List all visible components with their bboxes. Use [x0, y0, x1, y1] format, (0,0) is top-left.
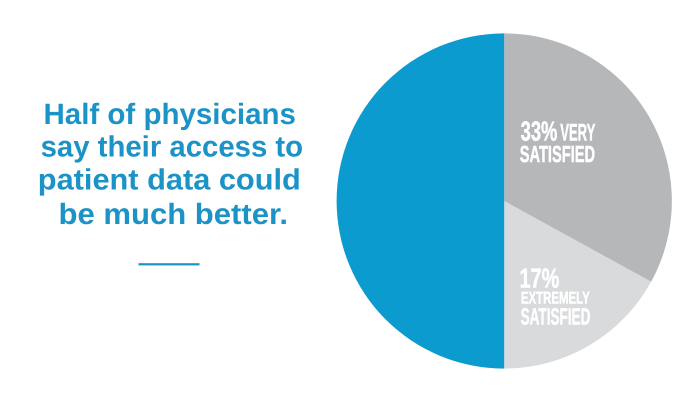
svg-text:be much better.: be much better.: [59, 198, 289, 231]
svg-text:EXTREMELY: EXTREMELY: [521, 289, 590, 308]
svg-text:SATISFIED: SATISFIED: [520, 141, 595, 167]
svg-text:33%: 33%: [521, 115, 558, 146]
svg-text:patient data could: patient data could: [38, 164, 301, 197]
svg-text:say their access to: say their access to: [41, 131, 304, 164]
svg-text:Half of physicians: Half of physicians: [44, 98, 296, 131]
svg-text:17%: 17%: [520, 262, 560, 293]
svg-text:SATISFIED: SATISFIED: [521, 303, 591, 329]
svg-text:VERY: VERY: [560, 120, 595, 147]
